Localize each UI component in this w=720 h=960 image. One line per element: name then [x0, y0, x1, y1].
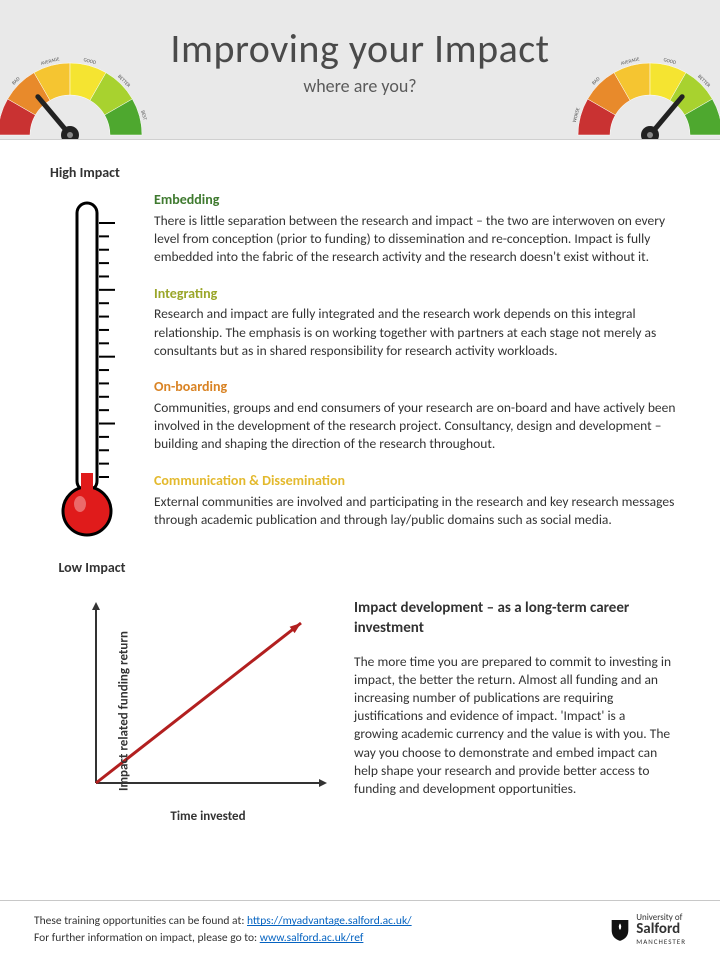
logo-sub: MANCHESTER — [636, 937, 686, 946]
stage-item: Embedding There is little separation betw… — [154, 191, 676, 267]
stage-body: External communities are involved and pa… — [154, 493, 676, 529]
footer-link-1[interactable]: https://myadvantage.salford.ac.uk/ — [247, 914, 412, 928]
investment-heading: Impact development – as a long-term care… — [354, 598, 672, 639]
footer-line1-prefix: These training opportunities can be foun… — [34, 914, 247, 928]
logo-main: Salford — [636, 922, 686, 937]
stage-body: There is little separation between the r… — [154, 212, 676, 267]
university-logo: University of Salford MANCHESTER — [610, 913, 686, 946]
stage-title: Embedding — [154, 191, 676, 210]
footer: These training opportunities can be foun… — [0, 900, 720, 960]
investment-body: The more time you are prepared to commit… — [354, 653, 672, 799]
stage-item: On-boarding Communities, groups and end c… — [154, 378, 676, 454]
investment-section: Impact related funding return Time inves… — [44, 598, 676, 824]
thermometer-icon — [49, 191, 129, 551]
stage-title: On-boarding — [154, 378, 676, 397]
impact-ladder: Low Impact Embedding There is little sepa… — [44, 191, 676, 576]
stage-title: Communication & Dissemination — [154, 472, 676, 491]
low-impact-label: Low Impact — [50, 559, 134, 576]
footer-link-2[interactable]: www.salford.ac.uk/ref — [260, 931, 364, 945]
header: Improving your Impact where are you? WOR… — [0, 0, 720, 140]
investment-text: Impact development – as a long-term care… — [338, 598, 672, 824]
logo-text: University of Salford MANCHESTER — [636, 913, 686, 946]
shield-icon — [610, 918, 630, 942]
gauge-left-icon: WORSEBADAVERAGEGOODBETTERBEST — [0, 49, 150, 139]
footer-text: These training opportunities can be foun… — [34, 913, 412, 945]
stage-item: IntegratingResearch and impact are fully… — [154, 285, 676, 361]
high-impact-label: High Impact — [50, 164, 676, 181]
main-content: High Impact Low Impact Embedding There is… — [0, 140, 720, 824]
stage-body: Communities, groups and end consumers of… — [154, 399, 676, 454]
thermometer-column: Low Impact — [44, 191, 134, 576]
gauge-right-icon: WORSEBADAVERAGEGOODBETTERBEST — [570, 49, 720, 139]
stage-body: Research and impact are fully integrated… — [154, 305, 676, 360]
stage-item: Communication & Dissemination External co… — [154, 472, 676, 529]
chart-ylabel: Impact related funding return — [116, 631, 131, 791]
stages-list: Embedding There is little separation betw… — [134, 191, 676, 547]
stage-title: Integrating — [154, 285, 676, 304]
chart-xlabel: Time invested — [78, 809, 338, 824]
footer-line2-prefix: For further information on impact, pleas… — [34, 931, 260, 945]
chart-column: Impact related funding return Time inves… — [48, 598, 338, 824]
